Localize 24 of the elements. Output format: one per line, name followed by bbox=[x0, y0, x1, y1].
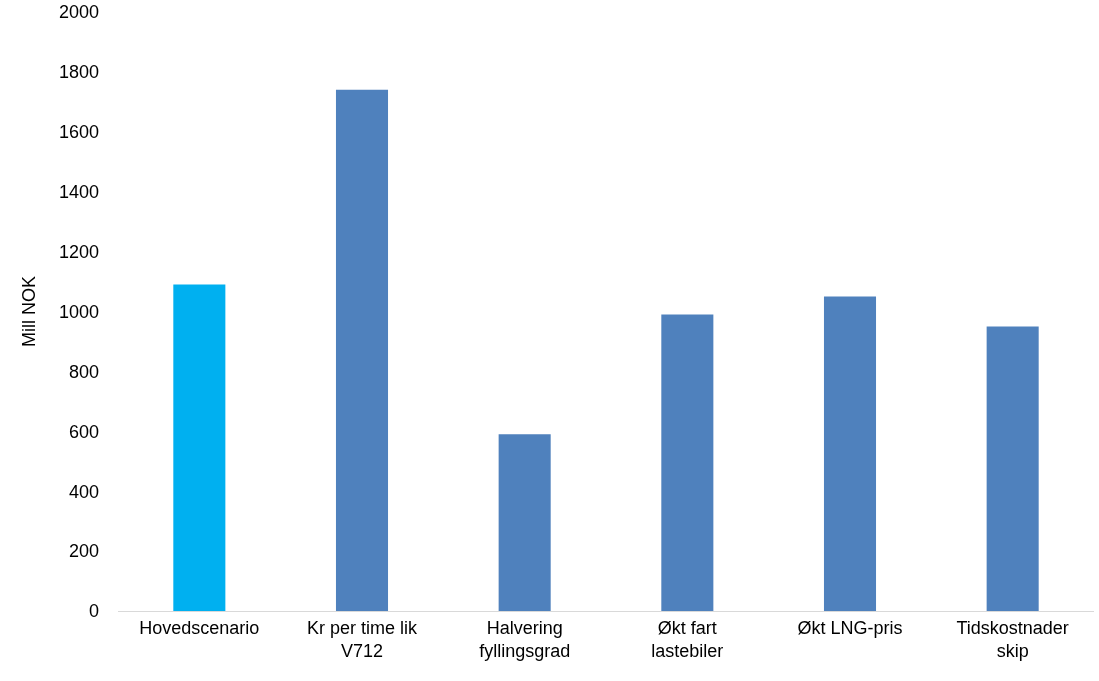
y-tick-label: 800 bbox=[68, 361, 99, 382]
y-tick-label: 2000 bbox=[58, 2, 99, 23]
x-tick-label: Tidskostnader skip bbox=[956, 617, 1069, 661]
bar bbox=[661, 314, 714, 611]
x-tick-label: Økt LNG-pris bbox=[797, 617, 903, 638]
y-tick-label: 1200 bbox=[58, 241, 99, 262]
bar bbox=[173, 284, 226, 611]
bar bbox=[335, 89, 389, 611]
x-tick-label: Hovedscenario bbox=[139, 617, 260, 638]
y-tick-label: 1800 bbox=[58, 62, 99, 83]
y-tick-label: 0 bbox=[88, 601, 99, 622]
bar bbox=[986, 326, 1039, 611]
x-tick-label: Kr per time lik V712 bbox=[306, 617, 419, 661]
x-tick-label: Halvering fyllingsgrad bbox=[479, 617, 571, 661]
y-tick-label: 1600 bbox=[58, 122, 99, 143]
y-tick-label: 200 bbox=[68, 541, 99, 562]
y-tick-label: 1400 bbox=[58, 182, 99, 202]
y-tick-label: 600 bbox=[68, 421, 99, 442]
x-tick-label: Økt fart lastebiler bbox=[651, 617, 724, 661]
y-axis-title: Mill NOK bbox=[19, 276, 40, 347]
y-tick-label: 400 bbox=[68, 481, 99, 502]
y-tick-label: 1000 bbox=[58, 301, 99, 322]
bar bbox=[823, 296, 877, 611]
bar bbox=[498, 434, 551, 611]
